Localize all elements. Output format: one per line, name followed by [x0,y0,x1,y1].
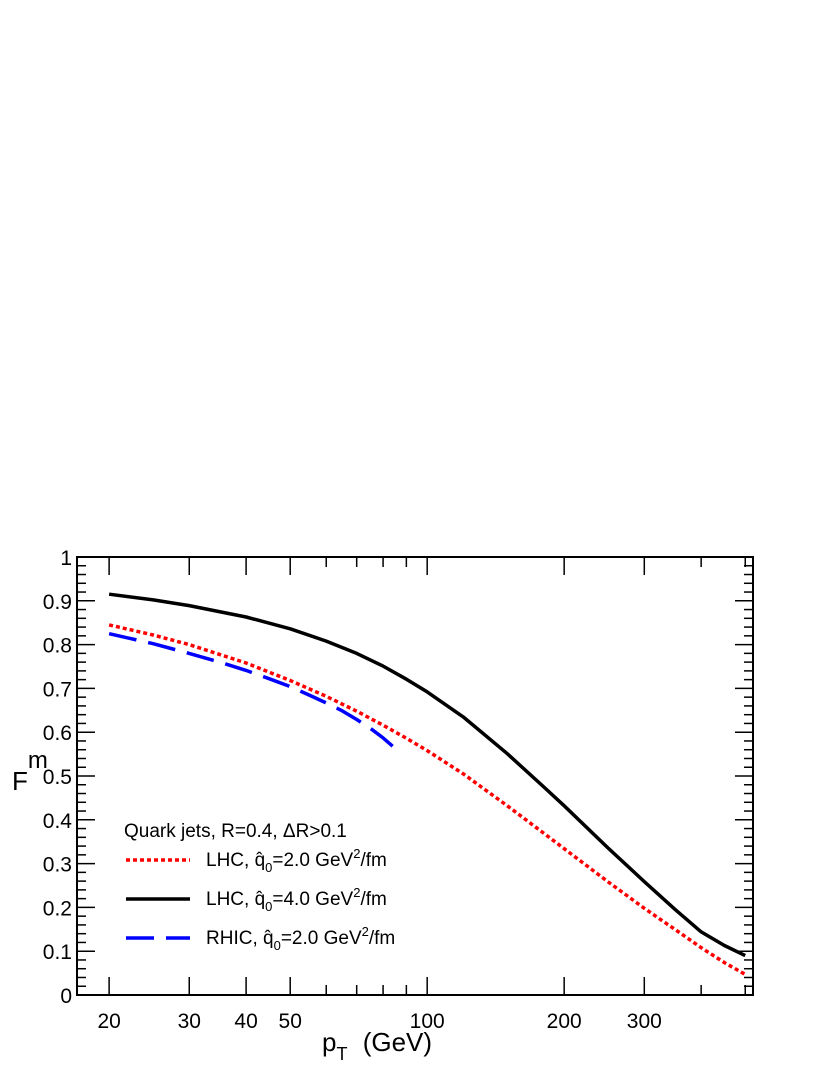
series-line-2 [108,592,746,958]
axis-ticks [77,556,753,996]
legend-title: Quark jets, R=0.4, ΔR>0.1 [124,821,347,842]
y-tick-label: 0.6 [43,722,72,745]
legend: Quark jets, R=0.4, ΔR>0.1 LHC, q̂0=2.0 Ge… [124,821,395,953]
x-axis-title-sub: T [336,1044,347,1064]
plot-frame [76,556,754,996]
y-tick-label: 0.7 [43,678,72,701]
x-tick-label: 40 [234,1010,257,1033]
y-axis-title-sup: m [28,747,48,774]
x-tick-labels: 20 30 40 50 100 200 300 [97,1010,661,1033]
series-line-1 [108,623,747,976]
y-tick-label: 0.9 [43,591,72,614]
legend-entry-2: LHC, q̂0=4.0 GeV2/fm [206,885,387,914]
x-tick-label: 50 [279,1010,302,1033]
legend-entry-1: LHC, q̂0=2.0 GeV2/fm [206,846,387,875]
x-tick-label: 20 [97,1010,120,1033]
y-tick-label: 0 [60,985,72,1008]
x-axis-title: pT (GeV) [322,1027,432,1064]
y-tick-label: 1 [60,547,72,570]
y-tick-label: 0.5 [43,766,72,789]
x-tick-label: 100 [410,1010,445,1033]
y-tick-label: 0.8 [43,635,72,658]
series-curves [108,592,747,976]
y-tick-labels: 0 0.1 0.2 0.3 0.4 0.5 0.6 0.7 0.8 0.9 1 [43,547,73,1008]
series-line-3 [108,631,397,750]
y-tick-label: 0.2 [43,897,72,920]
x-tick-label: 300 [627,1010,662,1033]
legend-entry-3: RHIC, q̂0=2.0 GeV2/fm [206,924,395,953]
y-tick-label: 0.4 [43,810,73,833]
x-tick-label: 200 [547,1010,582,1033]
y-tick-label: 0.3 [43,854,72,877]
x-tick-label: 30 [178,1010,201,1033]
y-tick-label: 0.1 [43,941,72,964]
